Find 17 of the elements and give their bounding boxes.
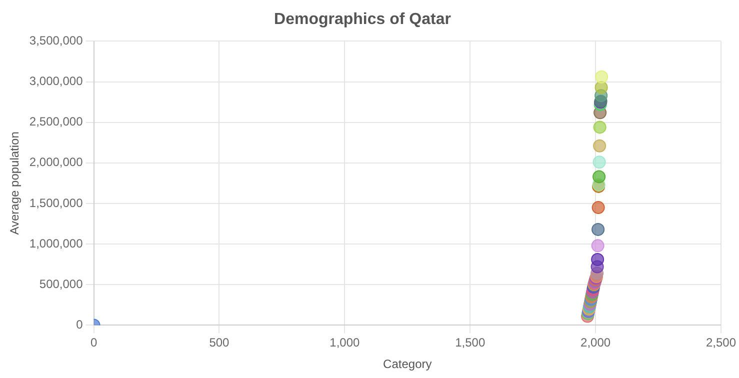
x-tick-label: 2,000 xyxy=(580,336,611,350)
x-tick-label: 500 xyxy=(209,336,230,350)
y-tick-label: 3,000,000 xyxy=(29,74,84,88)
x-tick-label: 2,500 xyxy=(706,336,736,350)
y-tick-label: 2,500,000 xyxy=(29,114,84,129)
y-tick-label: 500,000 xyxy=(39,276,84,291)
x-tick-label: 0 xyxy=(90,336,98,350)
y-axis-title: Average population xyxy=(8,132,22,235)
y-tick-label: 2,000,000 xyxy=(29,155,84,170)
y-tick-label: 3,500,000 xyxy=(29,34,84,48)
y-tick-label: 1,500,000 xyxy=(29,196,84,210)
x-tick-label: 1,000 xyxy=(330,336,360,350)
y-tick-label: 1,000,000 xyxy=(29,236,84,250)
x-tick-label: 1,500 xyxy=(455,336,486,350)
y-tick-label: 0 xyxy=(76,318,84,332)
x-axis-title: Category xyxy=(383,357,432,372)
chart-title: Demographics of Qatar xyxy=(274,11,451,28)
